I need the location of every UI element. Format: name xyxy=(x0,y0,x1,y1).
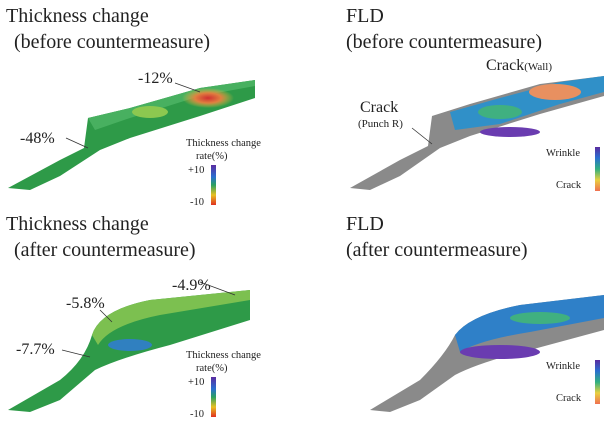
region xyxy=(108,339,152,351)
annotation: (Punch R) xyxy=(358,118,403,130)
region xyxy=(510,312,570,324)
legend-label: +10 xyxy=(188,377,204,388)
legend-label: Crack xyxy=(556,180,582,191)
title: FLD xyxy=(346,5,384,27)
annotation: -7.7% xyxy=(16,341,55,358)
color-bar xyxy=(211,165,216,205)
region xyxy=(450,76,604,130)
legend-label: Crack xyxy=(556,393,582,404)
legend-title: Thickness change xyxy=(186,350,261,361)
color-bar xyxy=(595,147,600,191)
spot xyxy=(132,106,168,118)
figure: Thickness change (before countermeasure)… xyxy=(0,0,607,423)
legend-label: Wrinkle xyxy=(546,361,580,372)
region xyxy=(460,345,540,359)
hot-spot xyxy=(182,88,234,108)
region xyxy=(480,127,540,137)
region xyxy=(478,105,522,119)
panel: Thickness change (before countermeasure)… xyxy=(6,5,261,208)
title: (after countermeasure) xyxy=(14,239,196,261)
color-bar xyxy=(595,360,600,404)
legend-title: rate(%) xyxy=(196,363,228,374)
title: (after countermeasure) xyxy=(346,239,528,261)
annotation: -4.9% xyxy=(172,277,211,294)
panel: Thickness change (after countermeasure) … xyxy=(6,213,261,420)
panel: FLD (after countermeasure) Wrinkle Crack xyxy=(346,213,604,412)
legend-title: rate(%) xyxy=(196,151,228,162)
legend-label: Wrinkle xyxy=(546,148,580,159)
annotation: -5.8% xyxy=(66,295,105,312)
legend-label: +10 xyxy=(188,165,204,176)
legend-label: -10 xyxy=(190,409,204,420)
title: Thickness change xyxy=(6,213,149,235)
color-bar xyxy=(211,377,216,417)
panel: FLD (before countermeasure) Crack(Wall) … xyxy=(346,5,604,191)
title: FLD xyxy=(346,213,384,235)
title: (before countermeasure) xyxy=(14,31,210,53)
leader xyxy=(175,83,200,92)
legend-label: -10 xyxy=(190,197,204,208)
title: (before countermeasure) xyxy=(346,31,542,53)
annotation: Crack(Wall) xyxy=(486,57,552,74)
title: Thickness change xyxy=(6,5,149,27)
leader xyxy=(412,128,432,144)
crack-region xyxy=(529,84,581,100)
annotation: Crack xyxy=(360,99,398,116)
legend-title: Thickness change xyxy=(186,138,261,149)
annotation: -48% xyxy=(20,130,55,147)
annotation: -12% xyxy=(138,70,173,87)
